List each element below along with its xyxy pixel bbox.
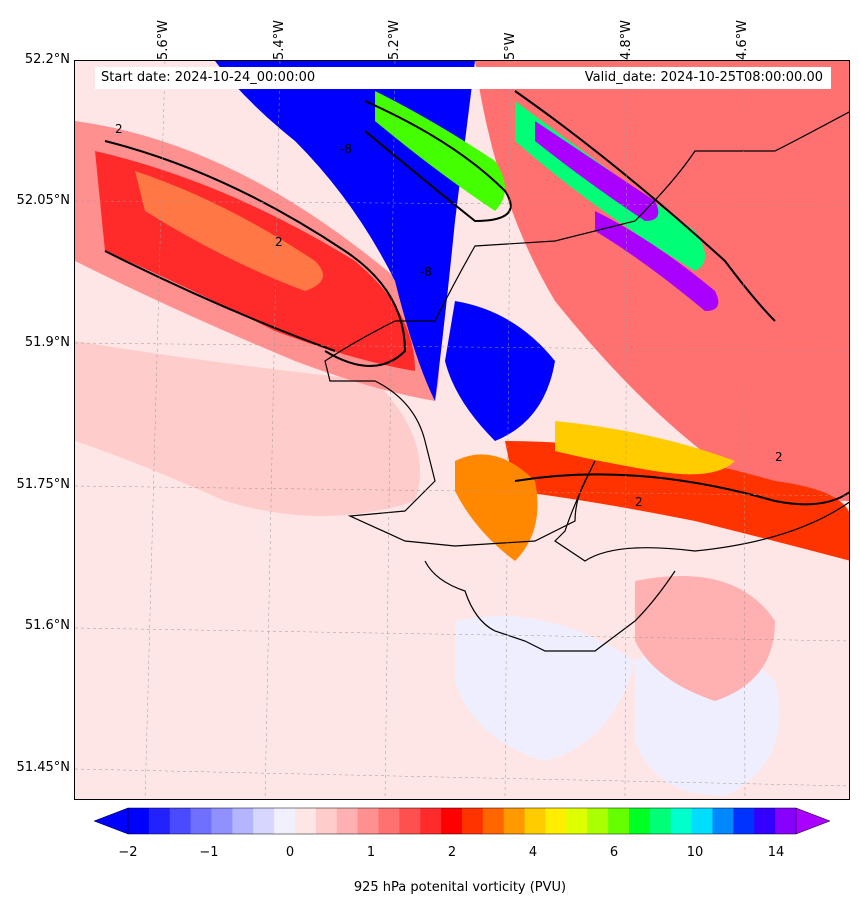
contour-line xyxy=(514,90,776,322)
colorbar-tick: 4 xyxy=(528,845,538,860)
negative-pv-core xyxy=(445,301,555,441)
colorbar-tick: 1 xyxy=(366,845,376,860)
lon-label: 5.4°W xyxy=(272,19,287,60)
contour-label: 2 xyxy=(275,235,283,249)
colorbar-swatch xyxy=(148,808,171,834)
lon-label: 5.6°W xyxy=(156,19,171,60)
colorbar-frame xyxy=(127,807,797,835)
contour-label: 2 xyxy=(635,495,643,509)
lat-label: 51.45°N xyxy=(16,760,70,775)
coastline xyxy=(324,111,849,562)
yellow-band xyxy=(555,421,735,475)
colorbar-swatch xyxy=(211,808,233,834)
colorbar-swatch xyxy=(315,808,338,834)
colorbar-min-extend xyxy=(93,807,129,835)
max-pv-filament xyxy=(595,211,719,311)
header-background xyxy=(95,67,831,89)
colorbar-swatch xyxy=(295,808,317,834)
lat-label: 51.6°N xyxy=(24,618,70,633)
colorbar-max-extend xyxy=(795,807,831,835)
colorbar-swatch xyxy=(357,808,379,834)
start-date: Start date: 2024-10-24_00:00:00 xyxy=(101,70,316,85)
lat-label: 52.2°N xyxy=(24,52,70,67)
contour-label: 2 xyxy=(775,450,783,464)
colorbar-tick: 0 xyxy=(285,845,295,860)
lon-label: 4.8°W xyxy=(619,19,634,60)
colorbar-swatch xyxy=(587,808,609,834)
lat-label: 51.9°N xyxy=(24,335,70,350)
colorbar-swatch xyxy=(420,808,442,834)
colorbar-swatch xyxy=(128,808,150,834)
colorbar-swatch xyxy=(462,808,484,834)
colorbar-swatch xyxy=(754,808,776,834)
colorbar-swatch xyxy=(649,808,672,834)
low-pv-patch xyxy=(455,616,635,761)
colorbar-tick: 6 xyxy=(609,845,619,860)
colorbar-swatch xyxy=(712,808,734,834)
orange-band xyxy=(505,441,849,561)
contour-line xyxy=(364,100,512,223)
pink-region xyxy=(75,341,420,516)
contour-label: 2 xyxy=(115,122,123,136)
colorbar-swatches xyxy=(93,807,831,835)
colorbar-tick: 14 xyxy=(767,845,785,860)
map-panel[interactable]: 2 2 2 2 -8 -8 xyxy=(74,60,850,800)
colorbar-swatch xyxy=(253,808,275,834)
colorbar-swatch xyxy=(441,808,463,834)
colorbar-swatch xyxy=(608,808,630,834)
coastline xyxy=(424,560,676,652)
colorbar-swatch xyxy=(545,808,567,834)
colorbar-swatch xyxy=(670,808,693,834)
colorbar-swatch xyxy=(775,808,797,834)
colorbar-tick: −1 xyxy=(199,845,219,860)
lat-label: 52.05°N xyxy=(16,193,70,208)
max-pv-filament xyxy=(535,121,659,221)
colorbar-swatch xyxy=(482,808,505,834)
colorbar-swatch xyxy=(169,808,192,834)
colorbar-swatch xyxy=(190,808,212,834)
colorbar-tick: 10 xyxy=(686,845,704,860)
colorbar-swatch xyxy=(524,808,546,834)
lat-label: 51.75°N xyxy=(16,477,70,492)
colorbar-tick: −2 xyxy=(118,845,138,860)
colorbar xyxy=(93,806,831,836)
contour-label: -8 xyxy=(340,142,352,156)
lon-label: 5.2°W xyxy=(387,19,402,60)
colorbar-label: 925 hPa potenital vorticity (PVU) xyxy=(353,880,567,895)
valid-date: Valid_date: 2024-10-25T08:00:00.00 xyxy=(584,70,823,85)
contour-label: -8 xyxy=(420,265,432,279)
colorbar-swatch xyxy=(399,808,421,834)
colorbar-swatch xyxy=(629,808,651,834)
lon-label: 4.6°W xyxy=(735,19,750,60)
pv-field: 2 2 2 2 -8 -8 xyxy=(75,61,849,799)
contour-line xyxy=(514,473,849,506)
colorbar-swatch xyxy=(566,808,588,834)
colorbar-tick: 2 xyxy=(447,845,457,860)
lon-label: 5°W xyxy=(503,32,518,60)
colorbar-swatch xyxy=(274,808,296,834)
colorbar-swatch xyxy=(336,808,359,834)
colorbar-swatch xyxy=(232,808,254,834)
contour-line xyxy=(104,140,407,367)
colorbar-swatch xyxy=(691,808,713,834)
colorbar-swatch xyxy=(378,808,400,834)
colorbar-swatch xyxy=(503,808,526,834)
colorbar-swatch xyxy=(733,808,755,834)
contour-line xyxy=(104,250,336,352)
